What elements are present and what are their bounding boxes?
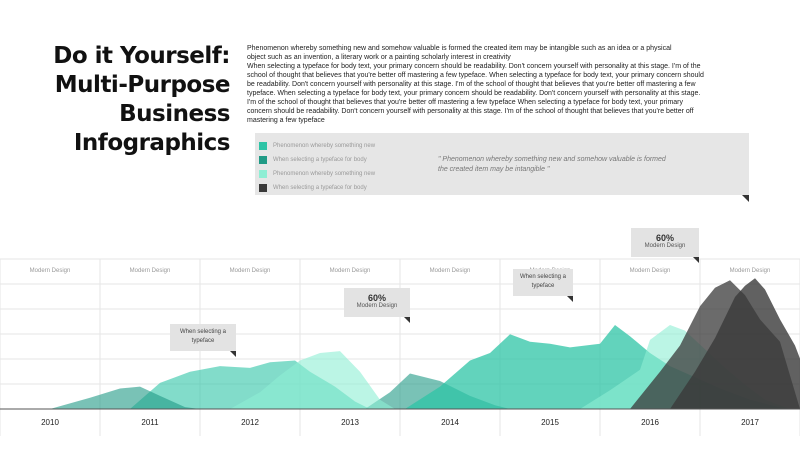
body-line: mastering a few typeface (247, 117, 325, 124)
corner-mark (404, 317, 410, 323)
page-title: Do it Yourself: Multi-Purpose Business I… (10, 42, 230, 158)
x-tick-label: 2011 (141, 418, 159, 427)
title-line: Infographics (73, 130, 231, 156)
x-tick-label: 2012 (241, 418, 259, 427)
callout-typeface: When selecting a typeface (513, 269, 573, 302)
column-label: Modern Design (30, 268, 71, 274)
corner-mark (567, 296, 573, 302)
x-tick-label: 2014 (441, 418, 459, 427)
body-line: school of thought that believes that you… (247, 72, 704, 79)
callout-percent: 60% (655, 233, 674, 243)
callout-text: When selecting a (179, 329, 227, 335)
x-tick-label: 2015 (541, 418, 559, 427)
column-label: Modern Design (330, 268, 371, 274)
title-line: Multi-Purpose (54, 72, 231, 98)
corner-mark (693, 257, 699, 263)
series-area (670, 278, 800, 409)
column-label: Modern Design (430, 268, 471, 274)
body-line: When selecting a typeface for body text,… (247, 63, 701, 70)
x-tick-label: 2017 (741, 418, 759, 427)
body-line: typeface. When selecting a typeface for … (247, 90, 701, 97)
legend-label: When selecting a typeface for body (273, 157, 367, 163)
legend: Phenomenon whereby something new When se… (259, 139, 409, 195)
quote-line: " Phenomenon whereby something new and s… (438, 156, 666, 163)
body-line: I'm of the school of thought that believ… (247, 99, 683, 106)
corner-mark (742, 195, 749, 202)
legend-swatch (259, 184, 267, 192)
body-line: concern should be readability. Don't con… (247, 108, 694, 115)
legend-item: When selecting a typeface for body (259, 153, 409, 167)
column-label: Modern Design (630, 268, 671, 274)
callout-subtitle: Modern Design (644, 243, 686, 249)
legend-item: Phenomenon whereby something new (259, 139, 409, 153)
legend-item: Phenomenon whereby something new (259, 167, 409, 181)
legend-label: Phenomenon whereby something new (273, 171, 376, 177)
title-line: Do it Yourself: (53, 43, 230, 69)
callout-subtitle: Modern Design (356, 303, 398, 309)
body-line: Phenomenon whereby something new and som… (247, 45, 672, 52)
legend-label: Phenomenon whereby something new (273, 143, 376, 149)
x-tick-label: 2010 (41, 418, 59, 427)
quote: " Phenomenon whereby something new and s… (438, 155, 738, 175)
column-label: Modern Design (130, 268, 171, 274)
callout-percent: 60% (367, 293, 386, 303)
callout-text: typeface (191, 338, 215, 344)
callout-text: When selecting a (519, 274, 567, 280)
column-label: Modern Design (730, 268, 771, 274)
x-tick-label: 2013 (341, 418, 359, 427)
x-tick-label: 2016 (641, 418, 659, 427)
body-line: be readability. Don't concern yourself w… (247, 81, 696, 88)
callout-modern-design: 60% Modern Design (631, 228, 699, 263)
axis: 2010 2011 2012 2013 2014 2015 2016 2017 (0, 408, 800, 427)
body-text: Phenomenon whereby something new and som… (247, 44, 747, 125)
series-areas (0, 278, 800, 409)
legend-item: When selecting a typeface for body (259, 181, 409, 195)
title-line: Business (119, 101, 230, 127)
callout-modern-design: 60% Modern Design (344, 288, 410, 323)
legend-swatch (259, 142, 267, 150)
legend-label: When selecting a typeface for body (273, 185, 367, 191)
legend-swatch (259, 156, 267, 164)
series-area (50, 373, 510, 409)
legend-panel: Phenomenon whereby something new When se… (255, 133, 749, 202)
callout-typeface: When selecting a typeface (170, 324, 236, 357)
column-label: Modern Design (230, 268, 271, 274)
quote-line: the created item may be intangible " (438, 166, 550, 173)
legend-swatch (259, 170, 267, 178)
callout-text: typeface (531, 283, 555, 289)
body-line: object such as an invention, a literary … (247, 54, 511, 61)
corner-mark (230, 351, 236, 357)
